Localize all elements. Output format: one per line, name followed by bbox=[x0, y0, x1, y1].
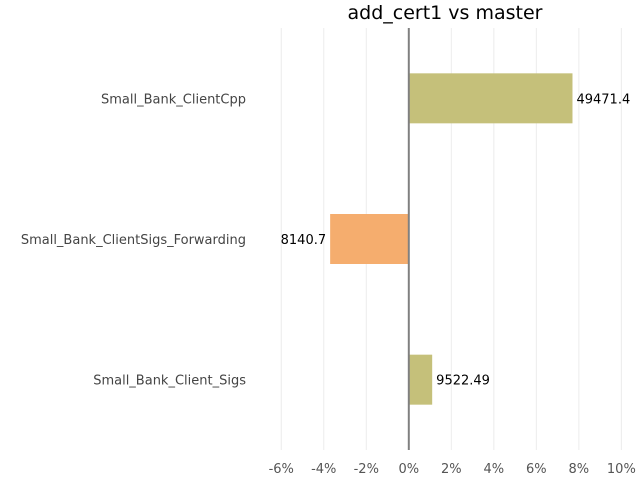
x-tick-label: 2% bbox=[441, 462, 462, 477]
x-tick-label: 0% bbox=[398, 462, 419, 477]
category-label: Small_Bank_Client_Sigs bbox=[93, 374, 246, 389]
value-labels: 49471.4 8140.7 9522.49 bbox=[281, 92, 631, 388]
value-label: 9522.49 bbox=[436, 374, 490, 389]
category-label: Small_Bank_ClientSigs_Forwarding bbox=[21, 233, 246, 248]
bar bbox=[330, 214, 409, 264]
category-labels: Small_Bank_ClientCpp Small_Bank_ClientSig… bbox=[21, 92, 246, 388]
category-label: Small_Bank_ClientCpp bbox=[101, 92, 246, 107]
x-tick-label: 6% bbox=[526, 462, 547, 477]
bars bbox=[330, 73, 573, 405]
x-tick-label: 8% bbox=[569, 462, 590, 477]
value-label: 49471.4 bbox=[576, 92, 630, 107]
x-tick-label: 10% bbox=[607, 462, 636, 477]
bar bbox=[408, 354, 433, 405]
x-tick-label: -6% bbox=[269, 462, 294, 477]
x-tick-label: -4% bbox=[311, 462, 336, 477]
x-tick-label: -2% bbox=[354, 462, 379, 477]
x-tick-label: 4% bbox=[484, 462, 505, 477]
bar bbox=[408, 73, 573, 124]
value-label: 8140.7 bbox=[281, 233, 327, 248]
x-tick-labels: -6% -4% -2% 0% 2% 4% 6% 8% 10% bbox=[269, 462, 636, 477]
chart-title: add_cert1 vs master bbox=[348, 2, 543, 24]
